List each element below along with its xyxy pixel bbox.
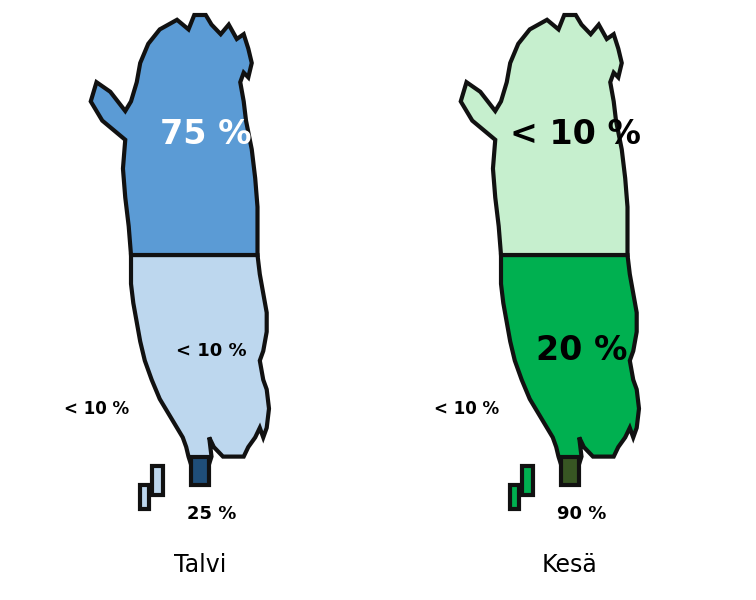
Text: 75 %: 75 % xyxy=(160,118,252,151)
Text: < 10 %: < 10 % xyxy=(434,400,499,418)
Text: Kesä: Kesä xyxy=(542,553,598,577)
Polygon shape xyxy=(522,466,533,495)
Text: 20 %: 20 % xyxy=(536,335,627,367)
Polygon shape xyxy=(501,255,639,481)
Polygon shape xyxy=(91,15,258,255)
Text: 90 %: 90 % xyxy=(557,505,606,523)
Text: Talvi: Talvi xyxy=(174,553,226,577)
Polygon shape xyxy=(131,255,269,481)
Text: 25 %: 25 % xyxy=(187,505,236,523)
Polygon shape xyxy=(561,457,579,485)
Text: < 10 %: < 10 % xyxy=(510,118,641,151)
Polygon shape xyxy=(460,15,627,255)
Text: < 10 %: < 10 % xyxy=(64,400,129,418)
Polygon shape xyxy=(510,485,519,509)
Polygon shape xyxy=(140,485,150,509)
Polygon shape xyxy=(152,466,163,495)
Text: < 10 %: < 10 % xyxy=(176,342,246,360)
Polygon shape xyxy=(191,457,209,485)
